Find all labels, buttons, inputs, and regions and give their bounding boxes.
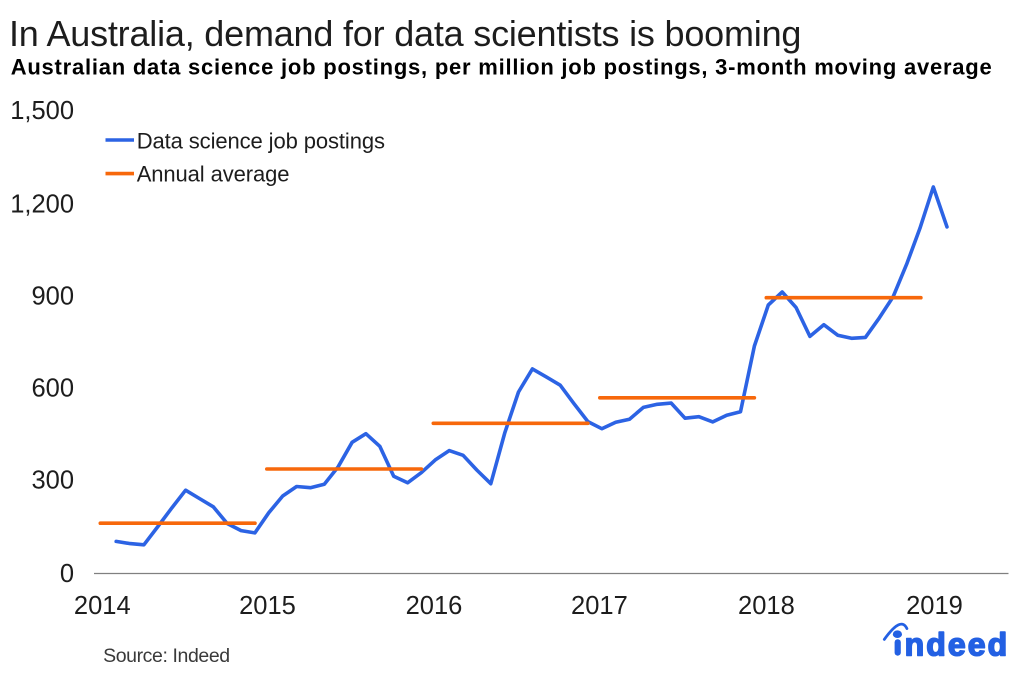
svg-text:0: 0	[60, 560, 74, 588]
svg-text:1,200: 1,200	[10, 191, 74, 219]
svg-text:Australian data science job po: Australian data science job postings, pe…	[11, 54, 993, 79]
svg-text:300: 300	[31, 467, 74, 495]
svg-text:2019: 2019	[906, 592, 963, 620]
svg-text:2016: 2016	[406, 592, 463, 620]
svg-text:2014: 2014	[74, 592, 131, 620]
svg-text:Data science job postings: Data science job postings	[137, 128, 385, 153]
svg-text:2015: 2015	[239, 592, 296, 620]
svg-text:2017: 2017	[571, 592, 628, 620]
svg-text:In Australia, demand for data: In Australia, demand for data scientists…	[9, 13, 801, 54]
svg-text:Source: Indeed: Source: Indeed	[103, 645, 230, 667]
svg-text:2018: 2018	[738, 592, 795, 620]
svg-text:600: 600	[31, 375, 74, 403]
svg-text:Annual average: Annual average	[137, 162, 290, 187]
svg-text:1,500: 1,500	[10, 97, 74, 125]
svg-text:ndeed: ndeed	[905, 626, 1010, 662]
svg-text:900: 900	[31, 283, 74, 311]
